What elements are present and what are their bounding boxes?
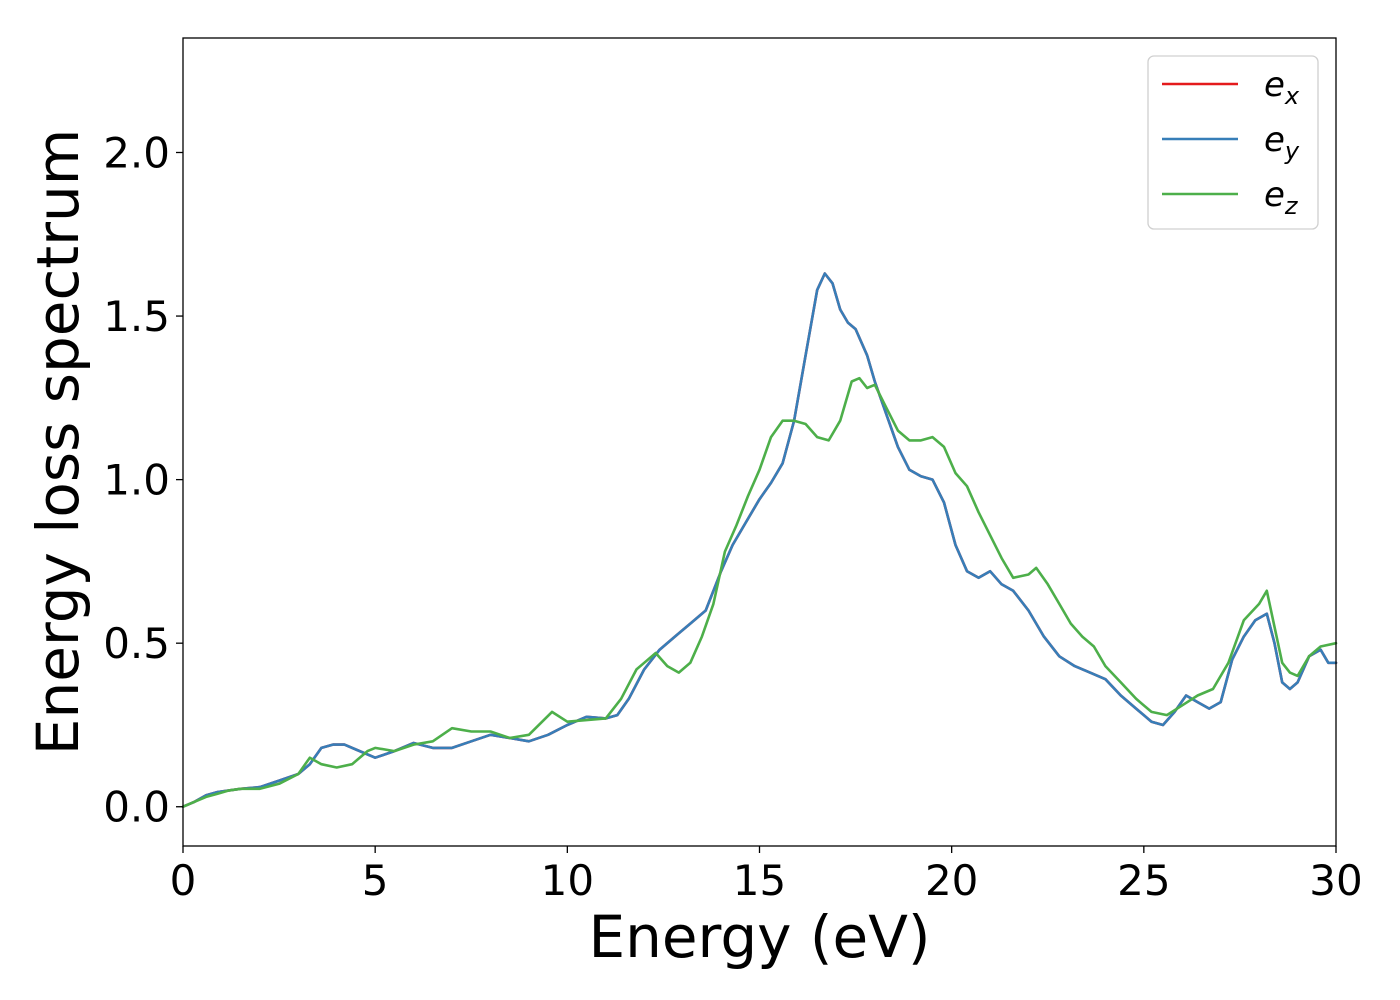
legend-label-subscript: y	[1284, 137, 1300, 165]
legend-label-z: ez	[1264, 175, 1299, 220]
legend-label-base: e	[1264, 65, 1285, 105]
legend-label-subscript: x	[1284, 82, 1300, 110]
x-axis-ticks: 0 5 10 15 20 25 30	[170, 846, 1363, 905]
plot-background	[183, 38, 1336, 846]
y-tick-label: 1.5	[103, 292, 170, 341]
y-axis-ticks: 0.0 0.5 1.0 1.5 2.0	[103, 128, 183, 832]
x-tick-label: 20	[925, 856, 978, 905]
legend-box	[1147, 55, 1319, 230]
series-lines	[181, 272, 1338, 809]
y-tick-label: 2.0	[103, 128, 170, 177]
x-tick-label: 25	[1117, 856, 1170, 905]
x-tick-label: 10	[541, 856, 594, 905]
x-axis-title: Energy (eV)	[588, 903, 930, 971]
y-tick-label: 1.0	[103, 456, 170, 505]
series-line-y	[181, 272, 1338, 809]
y-tick-label: 0.5	[103, 619, 170, 668]
y-axis-title: Energy loss spectrum	[24, 129, 92, 755]
x-tick-label: 15	[733, 856, 786, 905]
legend-label-subscript: z	[1284, 192, 1299, 220]
series-line-z	[181, 376, 1338, 809]
legend-label-base: e	[1264, 120, 1285, 160]
x-tick-label: 5	[362, 856, 389, 905]
x-tick-label: 0	[170, 856, 197, 905]
legend-label-base: e	[1264, 175, 1285, 215]
y-tick-label: 0.0	[103, 783, 170, 832]
legend-label-y: ey	[1264, 120, 1300, 165]
x-tick-label: 30	[1309, 856, 1362, 905]
legend-label-x: ex	[1264, 65, 1300, 110]
